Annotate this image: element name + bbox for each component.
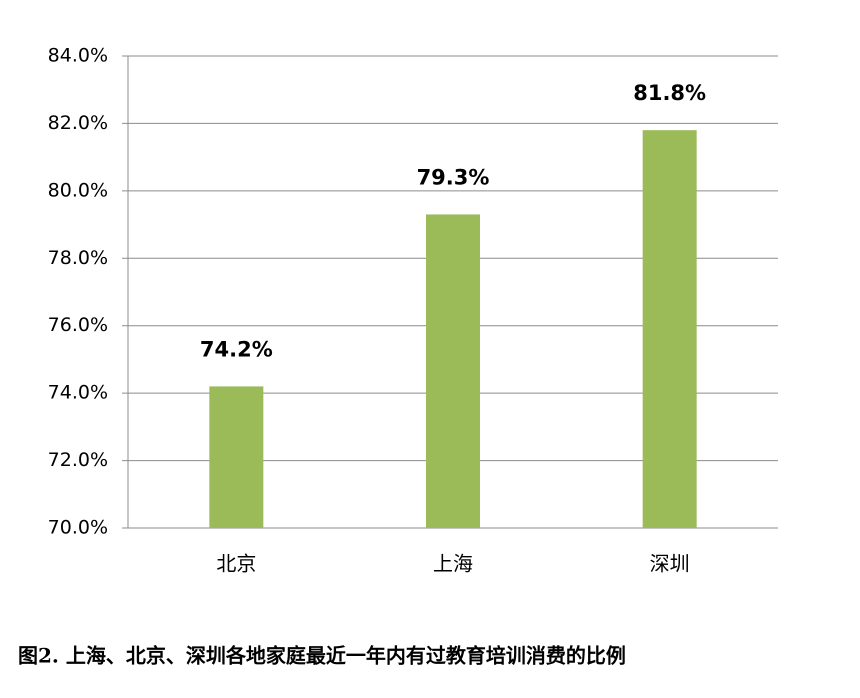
bar	[426, 214, 480, 528]
value-label: 79.3%	[417, 165, 490, 189]
value-label: 81.8%	[633, 81, 706, 105]
value-label: 74.2%	[200, 337, 273, 361]
chart-title: 图2. 上海、北京、深圳各地家庭最近一年内有过教育培训消费的比例	[18, 644, 626, 668]
y-tick-label: 72.0%	[48, 449, 108, 471]
bar	[209, 386, 264, 528]
y-tick-label: 76.0%	[48, 314, 108, 336]
y-tick-label: 70.0%	[48, 517, 108, 539]
y-tick-label: 84.0%	[48, 45, 108, 67]
x-tick-label: 上海	[433, 552, 473, 576]
x-tick-label: 北京	[216, 552, 256, 576]
bar	[642, 130, 697, 528]
y-tick-label: 78.0%	[48, 247, 108, 269]
y-tick-label: 80.0%	[48, 179, 108, 201]
x-tick-label: 深圳	[650, 552, 690, 576]
y-tick-label: 74.0%	[48, 382, 108, 404]
y-tick-label: 82.0%	[48, 112, 108, 134]
